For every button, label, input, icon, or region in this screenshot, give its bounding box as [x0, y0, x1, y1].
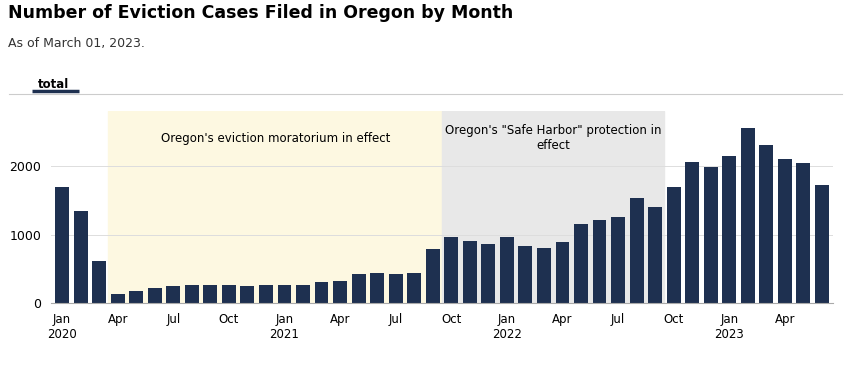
Bar [649, 207, 662, 303]
Bar [55, 186, 69, 303]
Bar [442, 111, 665, 303]
Bar [278, 285, 292, 303]
Text: total: total [38, 78, 70, 91]
Text: Number of Eviction Cases Filed in Oregon by Month: Number of Eviction Cases Filed in Oregon… [8, 4, 513, 22]
Bar [129, 292, 143, 303]
Bar [167, 286, 180, 303]
Bar [556, 242, 570, 303]
Bar [259, 285, 273, 303]
Bar [518, 246, 532, 303]
Bar [685, 162, 699, 303]
Bar [481, 243, 496, 303]
Bar [778, 159, 791, 303]
Bar [185, 285, 199, 303]
Bar [333, 281, 347, 303]
Bar [592, 219, 606, 303]
Bar [296, 285, 310, 303]
Text: Oregon's "Safe Harbor" protection in
effect: Oregon's "Safe Harbor" protection in eff… [445, 124, 661, 152]
Bar [371, 273, 384, 303]
Bar [93, 261, 106, 303]
Text: As of March 01, 2023.: As of March 01, 2023. [8, 37, 145, 50]
Bar [722, 156, 736, 303]
Bar [407, 273, 421, 303]
Bar [74, 211, 88, 303]
Bar [109, 111, 442, 303]
Bar [537, 248, 551, 303]
Text: Oregon's eviction moratorium in effect: Oregon's eviction moratorium in effect [161, 132, 390, 145]
Bar [574, 224, 588, 303]
Bar [630, 198, 643, 303]
Bar [741, 128, 755, 303]
Bar [110, 295, 125, 303]
Bar [500, 238, 513, 303]
Bar [759, 145, 774, 303]
Bar [314, 282, 328, 303]
Bar [426, 249, 439, 303]
Bar [463, 241, 477, 303]
Bar [203, 285, 218, 303]
Bar [666, 186, 681, 303]
Bar [241, 286, 254, 303]
Bar [388, 274, 403, 303]
Bar [611, 217, 625, 303]
Bar [352, 274, 366, 303]
Bar [704, 167, 717, 303]
Bar [796, 162, 810, 303]
Bar [148, 288, 162, 303]
Bar [445, 238, 458, 303]
Bar [222, 285, 235, 303]
Bar [815, 185, 829, 303]
